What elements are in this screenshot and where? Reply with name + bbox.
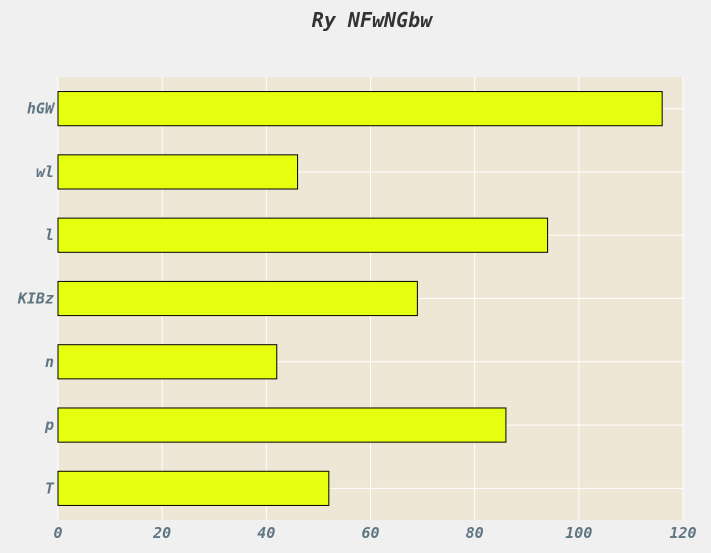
y-tick-label: n [45, 353, 54, 371]
y-tick-label: wl [36, 163, 54, 181]
bar-wl [57, 154, 299, 190]
x-tick-label: 60 [361, 524, 379, 542]
bar-p [57, 407, 507, 443]
y-tick-label: l [45, 226, 54, 244]
chart-title: Ry NFwNGbw [312, 8, 433, 32]
y-tick-label: hGW [27, 100, 56, 118]
bar-hGW [57, 91, 663, 127]
x-axis-ticks: 0 20 40 60 80 100 120 [53, 524, 696, 542]
bar-l [57, 217, 549, 253]
x-tick-label: 80 [466, 524, 484, 542]
bar-KIBz [57, 280, 418, 317]
x-tick-label: 20 [152, 524, 171, 542]
x-tick-label: 100 [565, 524, 592, 542]
y-tick-label: KIBz [17, 290, 54, 308]
x-tick-label: 40 [257, 524, 275, 542]
y-axis-ticks: hGW wl l KIBz n p T [17, 100, 56, 498]
bars [57, 91, 663, 506]
bar-n [57, 344, 278, 380]
x-tick-label: 120 [669, 524, 696, 542]
y-tick-label: T [45, 479, 55, 497]
y-tick-label: p [44, 416, 54, 434]
x-tick-label: 0 [53, 524, 62, 542]
bar-T [57, 470, 330, 506]
